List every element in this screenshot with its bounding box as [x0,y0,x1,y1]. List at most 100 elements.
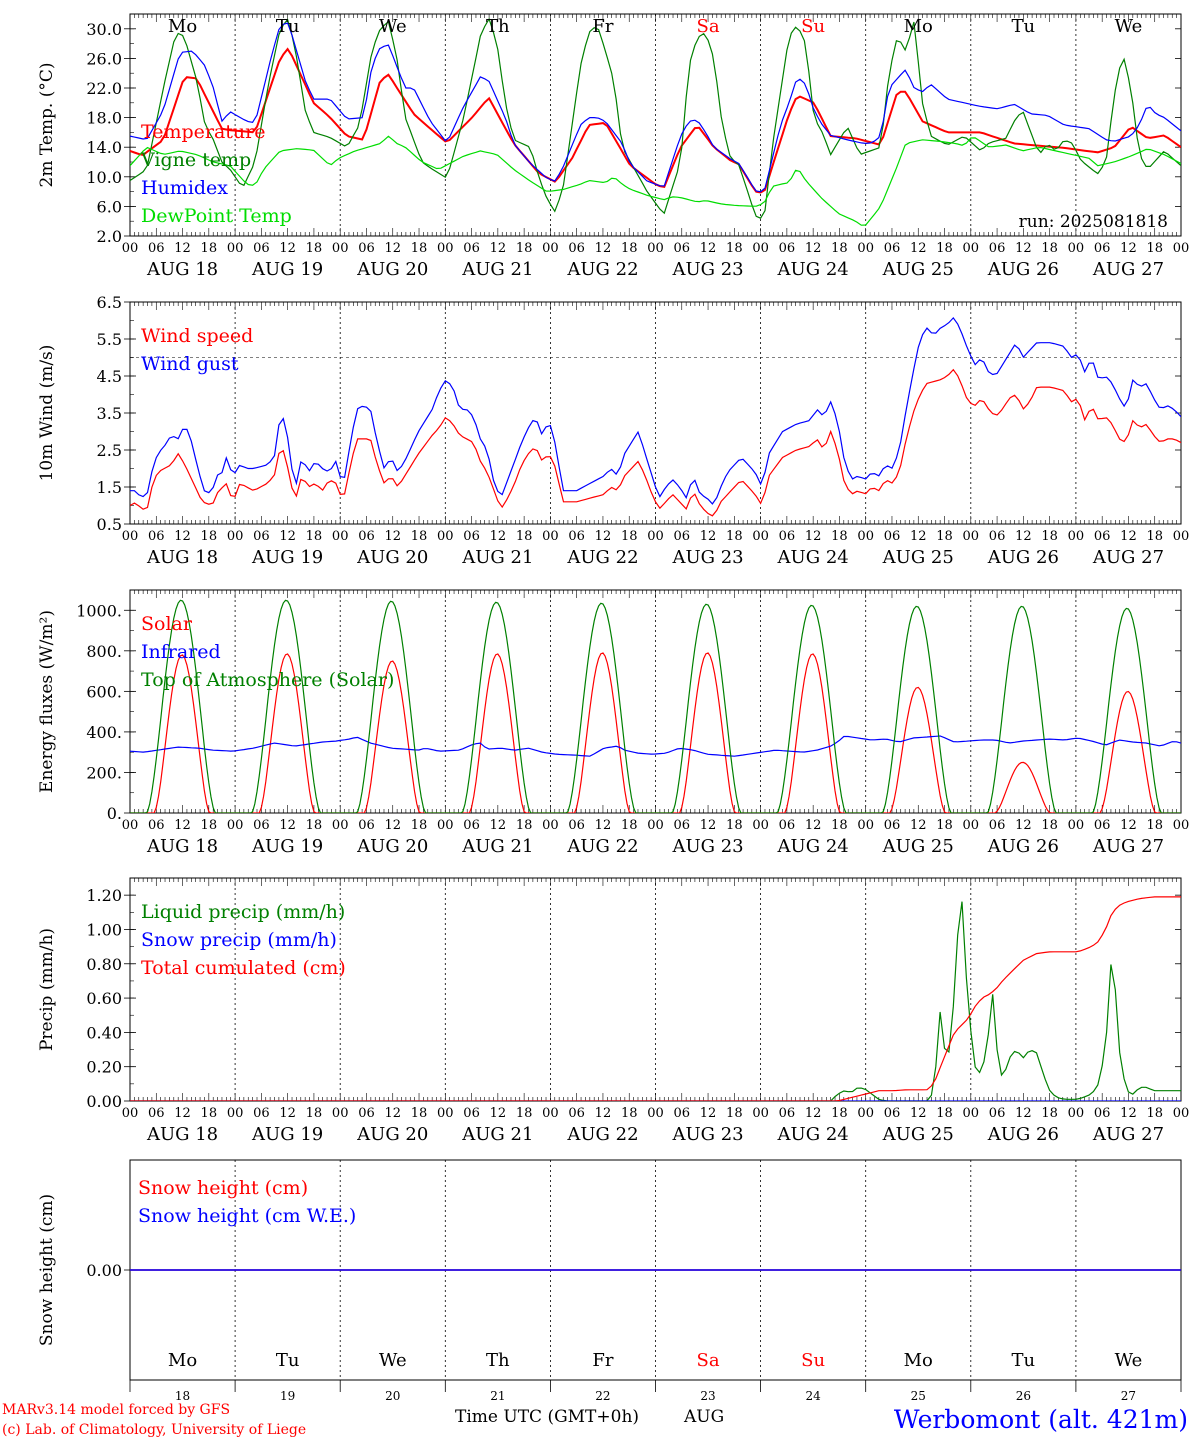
y-axis-label: Energy fluxes (W/m²) [37,610,57,793]
x-hour-label: 18 [726,529,743,544]
y-tick-label: 0.80 [86,955,122,974]
legend-entry: Total cumulated (cm) [141,957,346,979]
x-hour-label: 06 [148,529,165,544]
series-group [130,316,1181,517]
y-tick-label: 1.00 [86,920,122,939]
x-hour-label: 12 [1015,1106,1032,1121]
x-hour-label: 00 [227,241,244,256]
x-hour-label: 06 [1094,529,1111,544]
x-hour-label: 12 [279,818,296,833]
x-hour-label: 00 [752,241,769,256]
x-date-label: AUG 22 [566,836,638,857]
x-hour-label: 00 [963,1106,980,1121]
x-hour-label: 00 [227,529,244,544]
weekday-label-bottom: Fr [592,1350,613,1371]
x-hour-label: 06 [358,1106,375,1121]
x-hour-label: 00 [542,1106,559,1121]
x-hour-label: 06 [884,1106,901,1121]
x-hour-label: 18 [306,241,323,256]
y-tick-label: 6.0 [97,197,122,216]
x-hour-label: 06 [884,529,901,544]
x-hour-label: 18 [621,529,638,544]
x-hour-label: 06 [779,241,796,256]
x-date-label: AUG 20 [356,836,428,857]
series-line-0 [130,652,1181,813]
x-date-label: AUG 23 [671,836,743,857]
weekday-label-top: We [379,16,407,37]
x-date-label: AUG 27 [1092,259,1164,280]
x-hour-label: 18 [516,1106,533,1121]
x-hour-label: 12 [595,529,612,544]
series-line-3 [130,135,1181,226]
x-hour-label: 00 [332,1106,349,1121]
x-date-label: AUG 20 [356,547,428,568]
legend-entry: Top of Atmosphere (Solar) [141,669,394,691]
x-date-label: AUG 25 [882,1124,954,1145]
y-tick-label: 0.00 [86,1092,122,1111]
legend-entry: Humidex [141,177,228,199]
x-hour-label: 00 [542,529,559,544]
x-hour-label: 06 [1094,1106,1111,1121]
x-hour-label: 06 [674,241,691,256]
x-hour-label: 06 [884,241,901,256]
x-hour-label: 06 [148,818,165,833]
x-hour-label: 00 [1068,818,1085,833]
weekday-label-bottom: We [1115,1350,1143,1371]
x-date-label: AUG 25 [882,836,954,857]
x-date-label: AUG 21 [461,547,533,568]
x-date-label: AUG 20 [356,1124,428,1145]
weekday-label-top: Mo [904,16,933,37]
day-number-label: 22 [595,1389,610,1403]
x-hour-label: 06 [779,1106,796,1121]
legend-entry: Wind speed [141,325,253,347]
y-tick-label: 22.0 [86,79,122,98]
x-date-label: AUG 19 [251,259,323,280]
y-tick-label: 0. [107,804,122,823]
x-hour-label: 00 [122,818,139,833]
x-hour-label: 06 [463,1106,480,1121]
x-hour-label: 18 [621,818,638,833]
x-hour-label: 06 [463,818,480,833]
y-tick-label: 0.20 [86,1058,122,1077]
legend-entry: DewPoint Temp [141,205,292,227]
x-hour-label: 00 [857,241,874,256]
x-hour-label: 06 [358,241,375,256]
series-line-2 [130,599,1181,813]
x-hour-label: 18 [1041,1106,1058,1121]
legend-entry: Vigne temp [140,149,251,171]
x-hour-label: 18 [201,818,218,833]
x-hour-label: 00 [1068,529,1085,544]
x-hour-label: 06 [358,818,375,833]
x-hour-label: 12 [595,818,612,833]
x-hour-label: 06 [1094,241,1111,256]
weekday-label-top: Th [486,16,510,37]
x-hour-label: 06 [358,529,375,544]
weekday-label-bottom: We [379,1350,407,1371]
x-hour-label: 12 [174,529,191,544]
x-hour-label: 18 [1146,818,1163,833]
x-hour-label: 12 [910,818,927,833]
x-hour-label: 12 [279,529,296,544]
x-date-label: AUG 27 [1092,1124,1164,1145]
x-hour-label: 06 [674,818,691,833]
y-tick-label: 18.0 [86,109,122,128]
x-hour-label: 06 [253,818,270,833]
y-tick-label: 5.5 [97,330,122,349]
y-tick-label: 200. [86,763,122,782]
x-date-label: AUG 21 [461,836,533,857]
x-hour-label: 12 [174,1106,191,1121]
x-hour-label: 00 [963,529,980,544]
x-hour-label: 18 [1146,1106,1163,1121]
y-tick-label: 400. [86,723,122,742]
x-hour-label: 18 [726,818,743,833]
x-hour-label: 12 [384,529,401,544]
x-hour-label: 06 [674,529,691,544]
day-number-label: 25 [911,1389,926,1403]
x-date-label: AUG 19 [251,547,323,568]
x-date-label: AUG 27 [1092,836,1164,857]
x-date-label: AUG 22 [566,547,638,568]
legend-entry: Liquid precip (mm/h) [141,901,345,923]
x-hour-label: 12 [279,1106,296,1121]
x-date-label: AUG 24 [777,259,849,280]
x-date-label: AUG 21 [461,1124,533,1145]
